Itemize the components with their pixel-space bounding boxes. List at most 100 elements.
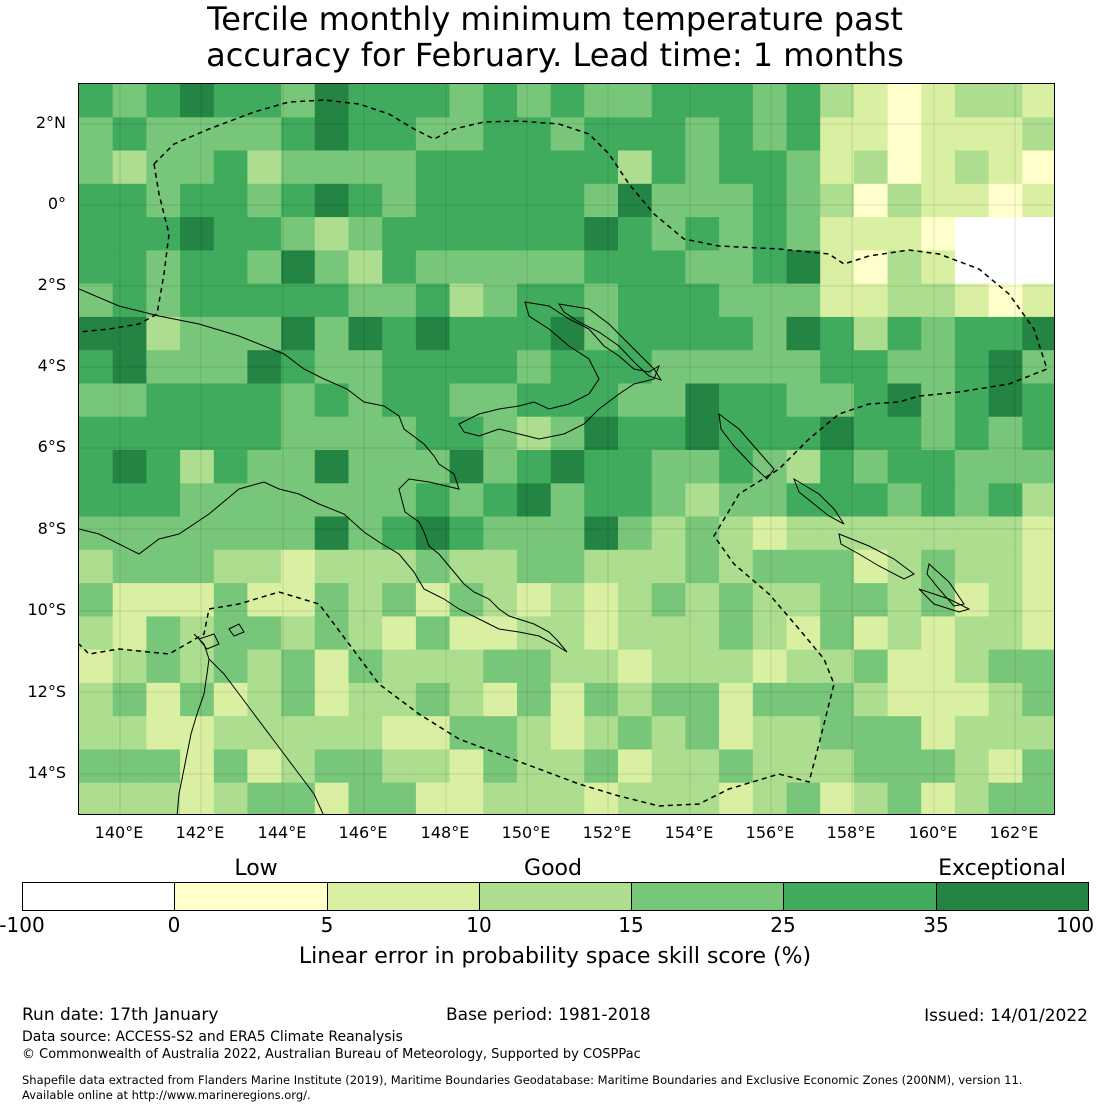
skill-cell bbox=[79, 682, 114, 717]
skill-cell bbox=[247, 183, 282, 218]
skill-cell bbox=[820, 316, 855, 351]
skill-cell bbox=[79, 716, 114, 751]
skill-cell bbox=[415, 250, 451, 285]
skill-cell bbox=[651, 150, 686, 185]
skill-cell bbox=[550, 416, 585, 451]
skill-cell bbox=[281, 117, 316, 152]
skill-cell bbox=[550, 616, 585, 651]
skill-cell bbox=[853, 516, 889, 551]
skill-cell bbox=[988, 416, 1023, 451]
skill-cell bbox=[954, 616, 990, 651]
skill-cell bbox=[820, 383, 855, 418]
colorbar-band-10-15 bbox=[479, 883, 633, 910]
colorbar-tick: 35 bbox=[923, 913, 949, 937]
skill-cell bbox=[146, 649, 181, 684]
skill-cell bbox=[382, 316, 417, 351]
skill-cell bbox=[382, 217, 417, 251]
skill-cell bbox=[719, 383, 754, 418]
skill-cell bbox=[1022, 749, 1054, 784]
skill-cell bbox=[146, 749, 181, 784]
skill-cell bbox=[79, 283, 114, 318]
skill-cell bbox=[988, 583, 1023, 617]
skill-cell bbox=[550, 183, 585, 218]
skill-cell bbox=[618, 316, 653, 351]
skill-cell bbox=[550, 283, 585, 318]
skill-cell bbox=[752, 283, 788, 318]
skill-score-map bbox=[78, 83, 1055, 815]
skill-cell bbox=[752, 583, 788, 617]
skill-cell bbox=[853, 350, 889, 385]
skill-cell bbox=[887, 416, 922, 451]
skill-cell bbox=[247, 549, 282, 584]
lon-label-146e: 146°E bbox=[338, 823, 388, 842]
skill-cell bbox=[382, 350, 417, 385]
skill-cell bbox=[281, 483, 316, 518]
skill-cell bbox=[180, 549, 215, 584]
lat-label-12s: 12°S bbox=[27, 682, 66, 701]
skill-cell bbox=[281, 616, 316, 651]
skill-cell bbox=[853, 250, 889, 285]
skill-cell bbox=[921, 649, 956, 684]
skill-cell bbox=[180, 383, 215, 418]
skill-cell bbox=[247, 217, 282, 251]
skill-cell bbox=[853, 749, 889, 784]
skill-cell bbox=[247, 782, 282, 814]
skill-cell bbox=[79, 150, 114, 185]
skill-cell bbox=[449, 350, 484, 385]
skill-cell bbox=[786, 150, 821, 185]
skill-cell bbox=[853, 616, 889, 651]
skill-cell bbox=[180, 682, 215, 717]
skill-cell bbox=[752, 416, 788, 451]
skill-cell bbox=[921, 549, 956, 584]
skill-cell bbox=[954, 549, 990, 584]
skill-cell bbox=[517, 217, 552, 251]
skill-cell bbox=[483, 316, 518, 351]
skill-cell bbox=[685, 383, 720, 418]
skill-cell bbox=[921, 416, 956, 451]
skill-cell bbox=[213, 383, 249, 418]
skill-cell bbox=[618, 84, 653, 118]
skill-cell bbox=[685, 150, 720, 185]
skill-cell bbox=[281, 516, 316, 551]
skill-cell bbox=[954, 516, 990, 551]
skill-cell bbox=[1022, 383, 1054, 418]
lon-label-154e: 154°E bbox=[664, 823, 714, 842]
skill-cell bbox=[618, 749, 653, 784]
skill-cell bbox=[180, 117, 215, 152]
skill-cell bbox=[685, 283, 720, 318]
skill-cell bbox=[853, 217, 889, 251]
skill-cell bbox=[584, 150, 619, 185]
skill-cell bbox=[853, 716, 889, 751]
skill-cell bbox=[921, 217, 956, 251]
skill-cell bbox=[213, 183, 249, 218]
skill-cell bbox=[213, 649, 249, 684]
skill-cell bbox=[1022, 416, 1054, 451]
skill-cell bbox=[180, 782, 215, 814]
skill-cell bbox=[719, 283, 754, 318]
skill-cell bbox=[1022, 350, 1054, 385]
skill-cell bbox=[651, 183, 686, 218]
skill-cell bbox=[382, 549, 417, 584]
skill-cell bbox=[921, 350, 956, 385]
skill-cell bbox=[180, 350, 215, 385]
skill-cell bbox=[752, 117, 788, 152]
colorbar-band-5-10 bbox=[327, 883, 480, 910]
skill-cell bbox=[146, 716, 181, 751]
skill-cell bbox=[1022, 549, 1054, 584]
graticule bbox=[79, 84, 1054, 814]
skill-cell bbox=[382, 283, 417, 318]
skill-grid-cells bbox=[79, 84, 1054, 814]
skill-cell bbox=[1022, 217, 1054, 251]
skill-cell bbox=[550, 350, 585, 385]
skill-cell bbox=[213, 749, 249, 784]
skill-cell bbox=[651, 250, 686, 285]
skill-cell bbox=[786, 183, 821, 218]
coastline-solomons-2 bbox=[838, 533, 915, 580]
skill-cell bbox=[112, 450, 147, 484]
skill-cell bbox=[382, 450, 417, 484]
skill-cell bbox=[517, 716, 552, 751]
skill-cell bbox=[517, 516, 552, 551]
lat-label-0: 0° bbox=[47, 194, 66, 213]
skill-cell bbox=[382, 782, 417, 814]
run-date: Run date: 17th January bbox=[22, 1005, 219, 1025]
